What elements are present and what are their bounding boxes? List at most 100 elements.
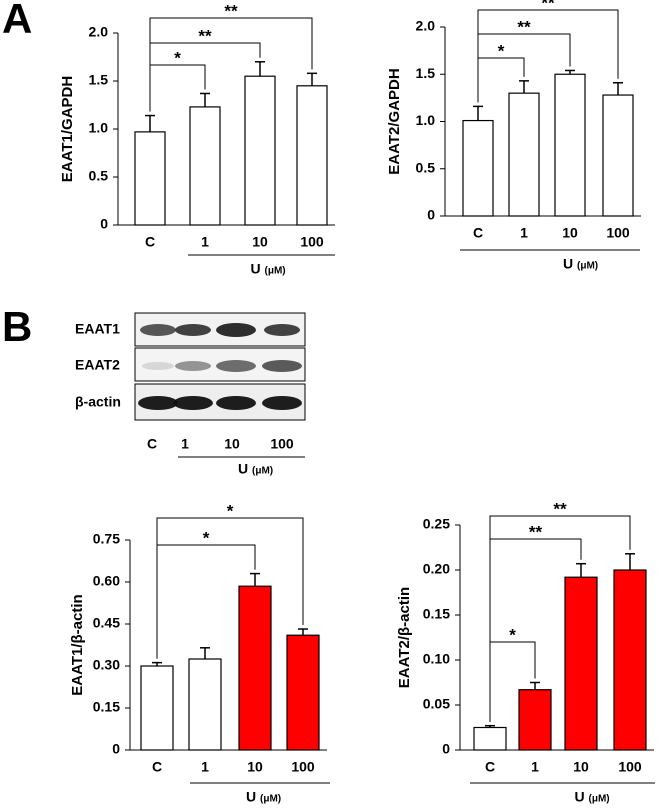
significance-label: ** (198, 26, 212, 45)
band (216, 323, 256, 337)
y-tick-label: 0.75 (93, 531, 120, 547)
chart: 0 0.15 0.30 0.45 0.60 0.75 EAAT1/β-actin C 1 10 10… (69, 501, 330, 805)
significance-label: * (203, 528, 210, 547)
y-axis-label: EAAT1/GAPDH (59, 76, 76, 182)
bar (508, 92, 540, 217)
group-label: U (238, 461, 248, 477)
x-tick-label: C (152, 759, 162, 775)
y-tick-label: 0 (100, 216, 108, 232)
lane-label: 10 (224, 436, 240, 452)
y-axis-label: EAAT1/β-actin (69, 594, 86, 695)
bar (134, 131, 166, 226)
bar (189, 106, 221, 226)
x-tick-label: C (473, 225, 483, 241)
x-tick-label: 100 (291, 759, 315, 775)
significance-label: ** (517, 17, 531, 36)
group-label: U (251, 261, 261, 277)
band (264, 324, 300, 336)
significance-bracket (149, 64, 206, 112)
y-tick-label: 2.0 (89, 24, 109, 40)
bar (518, 689, 552, 751)
bar (554, 73, 586, 217)
band (142, 362, 174, 370)
bar (286, 634, 320, 751)
y-tick-label: 0 (427, 207, 435, 223)
significance-bracket (156, 517, 304, 659)
x-tick-label: 1 (520, 225, 528, 241)
band (216, 360, 256, 372)
x-tick-label: 1 (531, 759, 539, 775)
bar (140, 665, 174, 751)
group-unit: (μM) (265, 266, 286, 277)
significance-bracket (477, 9, 619, 103)
band (173, 396, 213, 410)
band (175, 324, 211, 336)
bar (244, 75, 276, 226)
western-blot: EAAT1 EAAT2 β-actin C 1 10 100 U (μM) (75, 312, 306, 477)
y-tick-label: 2.0 (416, 18, 436, 34)
y-tick-label: 0.25 (423, 516, 450, 532)
bar (564, 576, 598, 751)
band (262, 396, 302, 410)
y-tick-label: 0.5 (89, 168, 109, 184)
y-tick-label: 0.15 (423, 606, 450, 622)
group-unit: (μM) (589, 794, 610, 805)
group-label: U (246, 789, 256, 805)
lane-label: 1 (181, 436, 189, 452)
y-tick-label: 1.5 (89, 72, 109, 88)
x-tick-label: 1 (201, 759, 209, 775)
y-tick-label: 0.10 (423, 651, 450, 667)
y-tick-label: 0.30 (93, 657, 120, 673)
significance-label: ** (541, 0, 555, 12)
bar (238, 585, 272, 751)
significance-label: * (227, 501, 234, 520)
x-tick-label: 100 (606, 225, 630, 241)
x-tick-label: 100 (618, 759, 642, 775)
y-tick-label: 1.0 (89, 120, 109, 136)
blot-row-label: β-actin (75, 394, 121, 410)
y-tick-label: 0.05 (423, 696, 450, 712)
x-tick-label: 10 (247, 759, 263, 775)
band (216, 396, 256, 410)
x-tick-label: C (485, 759, 495, 775)
band (262, 360, 302, 372)
y-tick-label: 1.5 (416, 65, 436, 81)
group-unit: (μM) (260, 794, 281, 805)
group-label: U (563, 256, 573, 272)
panel-label: B (2, 303, 32, 350)
band (140, 324, 176, 336)
significance-bracket (489, 515, 631, 722)
bar (296, 85, 328, 226)
x-tick-label: 10 (562, 225, 578, 241)
y-tick-label: 0.45 (93, 615, 120, 631)
significance-label: * (498, 41, 505, 60)
significance-label: * (174, 48, 181, 67)
x-tick-label: C (145, 234, 155, 250)
x-tick-label: 1 (201, 234, 209, 250)
bar (188, 658, 222, 751)
significance-label: * (509, 625, 516, 644)
blot-row-label: EAAT1 (75, 321, 120, 337)
x-tick-label: 100 (300, 234, 324, 250)
significance-label: ** (224, 1, 238, 20)
bar (473, 726, 507, 751)
panel-label: A (2, 0, 32, 42)
bar (462, 119, 494, 217)
band (175, 361, 211, 371)
x-tick-label: 10 (252, 234, 268, 250)
group-unit: (μM) (577, 261, 598, 272)
y-axis-label: EAAT2/GAPDH (386, 68, 403, 174)
band (138, 396, 178, 410)
chart: 0 0.05 0.10 0.15 0.20 0.25 EAAT2/β-actin C 1 10 10… (396, 499, 655, 805)
blot-row-label: EAAT2 (75, 357, 120, 373)
y-tick-label: 0 (112, 741, 120, 757)
lane-label: 100 (270, 436, 294, 452)
y-tick-label: 0.20 (423, 561, 450, 577)
y-tick-label: 0.5 (416, 159, 436, 175)
y-tick-label: 0 (442, 741, 450, 757)
group-unit: (μM) (252, 466, 273, 477)
bar (602, 94, 634, 217)
